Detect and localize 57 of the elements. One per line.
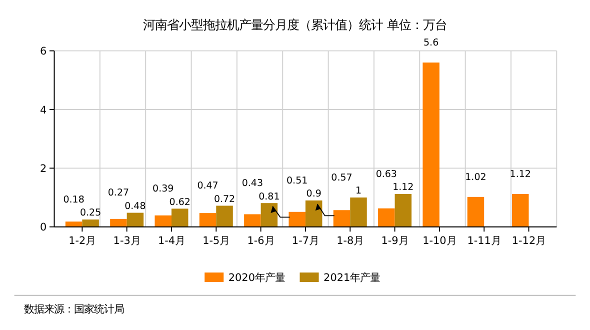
data-label: 1.02 — [465, 172, 486, 183]
bar — [110, 218, 127, 227]
bar — [65, 222, 82, 227]
source-note: 数据来源：国家统计局 — [24, 303, 124, 316]
data-label: 0.72 — [214, 194, 236, 205]
y-tick-label: 2 — [40, 162, 47, 175]
bar — [288, 212, 306, 227]
data-label: 0.81 — [258, 191, 280, 202]
data-label: 5.6 — [424, 37, 439, 48]
bar — [378, 208, 395, 227]
data-label: 0.57 — [331, 172, 352, 184]
bar — [394, 194, 412, 227]
bar — [126, 212, 144, 227]
x-tick-label: 1-11月 — [467, 234, 501, 247]
bar — [244, 214, 261, 227]
data-label: 0.62 — [169, 196, 190, 208]
chart-title: 河南省小型拖拉机产量分月度（累计值）统计 单位：万台 — [143, 18, 447, 32]
y-tick-label: 6 — [40, 46, 47, 58]
data-label: 1 — [355, 186, 362, 197]
bar — [305, 200, 322, 227]
data-label: 1.12 — [510, 168, 531, 180]
bar — [199, 213, 216, 227]
x-tick-label: 1-12月 — [512, 234, 546, 247]
bar — [260, 203, 278, 227]
legend-label: 2020年产量 — [228, 272, 286, 284]
x-tick-label: 1-8月 — [336, 234, 364, 247]
bar — [216, 206, 233, 227]
bar — [467, 196, 484, 227]
x-tick-label: 1-6月 — [247, 234, 274, 247]
x-tick-label: 1-10月 — [422, 234, 456, 247]
data-label: 0.39 — [152, 184, 174, 195]
bar — [350, 198, 367, 227]
legend-label: 2021年产量 — [324, 272, 380, 284]
data-label: 0.9 — [306, 188, 322, 200]
bar — [512, 194, 529, 227]
y-tick-label: 4 — [40, 104, 47, 116]
data-label: 0.27 — [108, 188, 130, 199]
bar — [82, 220, 99, 227]
bar — [422, 62, 440, 227]
data-label: 0.43 — [242, 178, 264, 189]
data-label: 0.47 — [197, 180, 218, 192]
x-tick-label: 1-2月 — [68, 234, 96, 247]
bar — [333, 210, 350, 227]
data-label: 0.48 — [124, 200, 146, 212]
data-label: 0.25 — [80, 208, 102, 219]
x-tick-label: 1-5月 — [202, 234, 230, 247]
y-tick-label: 0 — [40, 222, 47, 234]
x-tick-label: 1-3月 — [113, 234, 140, 247]
data-label: 0.18 — [63, 194, 84, 206]
x-tick-label: 1-4月 — [158, 234, 186, 247]
bar — [154, 215, 172, 227]
x-tick-label: 1-9月 — [381, 234, 408, 247]
data-label: 0.51 — [286, 175, 308, 186]
bar — [171, 208, 188, 227]
data-label: 1.12 — [392, 182, 414, 194]
x-tick-label: 1-7月 — [292, 234, 320, 247]
data-label: 0.63 — [376, 168, 397, 180]
